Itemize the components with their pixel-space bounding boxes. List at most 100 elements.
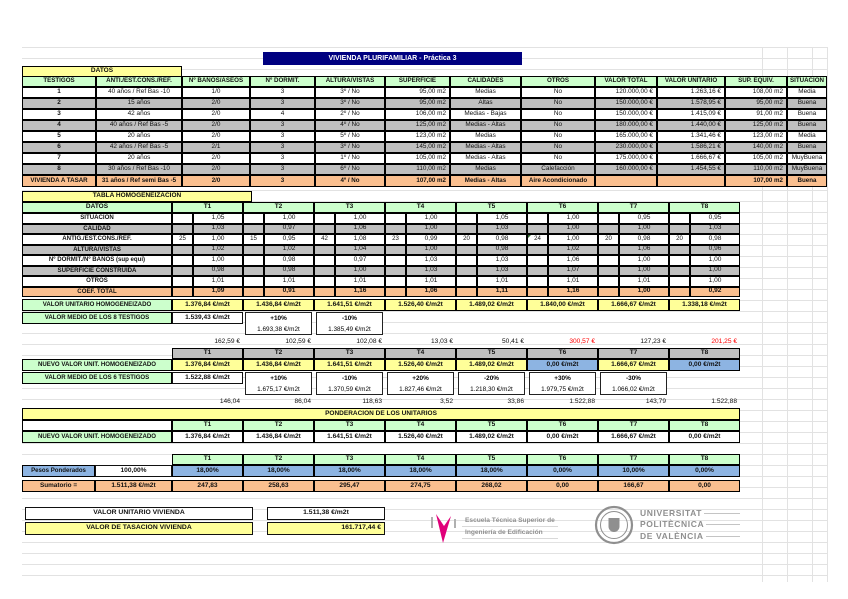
deviation-value[interactable]: 127,23 € bbox=[640, 337, 666, 345]
homog-coef-cell[interactable]: 1,01 bbox=[619, 276, 669, 287]
testigo-cell[interactable]: Medias bbox=[450, 131, 521, 142]
sumatorio-label[interactable]: Sumatorio = bbox=[22, 480, 95, 492]
homog-coef-cell[interactable]: 1,00 bbox=[619, 286, 669, 297]
homog-coef-cell[interactable]: 0,98 bbox=[619, 234, 669, 245]
homog-coef-cell[interactable]: 1,04 bbox=[335, 244, 385, 255]
t-header-cell[interactable]: T8 bbox=[669, 202, 740, 213]
homog-coef-cell[interactable]: 1,03 bbox=[477, 223, 527, 234]
homog-coef-cell[interactable]: 1,00 bbox=[690, 255, 740, 266]
deviation-value[interactable]: 102,59 € bbox=[285, 337, 311, 345]
homog-coef-cell[interactable]: 0,98 bbox=[193, 265, 243, 276]
testigo-cell[interactable]: No bbox=[521, 142, 595, 153]
testigo-cell[interactable]: 91,00 m2 bbox=[725, 109, 787, 120]
homog-age-cell[interactable] bbox=[598, 276, 619, 287]
homog-age-cell[interactable] bbox=[669, 286, 690, 297]
homog-age-cell[interactable] bbox=[669, 213, 690, 224]
ponderacion-nuevo-label[interactable]: NUEVO VALOR UNIT. HOMOGENEIZADO bbox=[22, 431, 172, 443]
t-header-cell[interactable]: T5 bbox=[456, 454, 527, 465]
top-header-cell[interactable]: Nº DORMIT. bbox=[250, 76, 315, 87]
homog-age-cell[interactable] bbox=[456, 244, 477, 255]
testigo-cell[interactable]: 40 años / Ref Bas -5 bbox=[96, 120, 182, 131]
testigo-cell[interactable]: 106,00 m2 bbox=[385, 109, 450, 120]
vivienda-a-tasar-cell[interactable]: VIVIENDA A TASAR bbox=[22, 175, 96, 187]
nuevo-valor-homogeneizado-cell[interactable]: 1.666,67 €/m2t bbox=[598, 359, 669, 371]
t-header-cell[interactable]: T2 bbox=[243, 454, 314, 465]
vivienda-a-tasar-cell[interactable]: Buena bbox=[787, 175, 827, 187]
peso-cell[interactable]: 10,00% bbox=[598, 465, 669, 477]
homog-age-cell[interactable]: 25 bbox=[172, 234, 193, 245]
homog-coef-cell[interactable]: 0,95 bbox=[264, 234, 314, 245]
limit-box[interactable]: +20% 1.827,46 €/m2t bbox=[387, 372, 454, 395]
testigo-cell[interactable]: Buena bbox=[787, 109, 827, 120]
t-header-cell[interactable]: T3 bbox=[314, 454, 385, 465]
homog-coef-cell[interactable]: 1,00 bbox=[406, 213, 456, 224]
t-header-cell[interactable]: T7 bbox=[598, 348, 669, 359]
homog-age-cell[interactable] bbox=[385, 223, 406, 234]
testigo-cell[interactable]: 2º / No bbox=[315, 109, 385, 120]
homog-coef-cell[interactable]: 1,00 bbox=[548, 213, 598, 224]
ponderacion-valor-cell[interactable]: 1.489,02 €/m2t bbox=[456, 431, 527, 443]
testigo-cell[interactable]: 2/0 bbox=[182, 153, 250, 164]
limit-box[interactable]: -30% 1.066,02 €/m2t bbox=[600, 372, 667, 395]
nuevo-valor-homogeneizado-cell[interactable]: 1.436,84 €/m2t bbox=[243, 359, 314, 371]
homog-coef-cell[interactable]: 1,06 bbox=[619, 244, 669, 255]
empty-cell[interactable] bbox=[22, 420, 172, 431]
homog-age-cell[interactable] bbox=[669, 265, 690, 276]
homog-row-label[interactable]: COEF. TOTAL bbox=[22, 286, 172, 297]
homog-age-cell[interactable] bbox=[527, 265, 548, 276]
top-header-cell[interactable]: SITUACIÓN bbox=[787, 76, 827, 87]
homog-age-cell[interactable] bbox=[172, 223, 193, 234]
sumatorio-cell[interactable]: 295,47 bbox=[314, 480, 385, 492]
homog-age-cell[interactable] bbox=[669, 255, 690, 266]
deviation-value[interactable]: 146,04 bbox=[219, 397, 240, 405]
vivienda-a-tasar-cell[interactable]: 107,00 m2 bbox=[725, 175, 787, 187]
homog-age-cell[interactable]: 20 bbox=[669, 234, 690, 245]
testigo-cell[interactable]: 2/0 bbox=[182, 109, 250, 120]
sheet-title[interactable]: VIVIENDA PLURIFAMILIAR - Práctica 3 bbox=[263, 52, 522, 65]
sumatorio-cell[interactable]: 274,75 bbox=[385, 480, 456, 492]
homog-datos-header[interactable]: DATOS bbox=[22, 202, 172, 213]
homog-age-cell[interactable] bbox=[669, 223, 690, 234]
t-header-cell[interactable]: T7 bbox=[598, 202, 669, 213]
homog-age-cell[interactable] bbox=[385, 286, 406, 297]
homog-coef-cell[interactable]: 1,09 bbox=[193, 286, 243, 297]
testigo-cell[interactable]: 3 bbox=[250, 120, 315, 131]
homog-age-cell[interactable] bbox=[172, 286, 193, 297]
t-header-cell[interactable]: T6 bbox=[527, 202, 598, 213]
homog-coef-cell[interactable]: 1,01 bbox=[477, 276, 527, 287]
testigo-cell[interactable]: 2/1 bbox=[182, 142, 250, 153]
testigo-cell[interactable]: 7 bbox=[22, 153, 96, 164]
sumatorio-cell[interactable]: 258,63 bbox=[243, 480, 314, 492]
t-header-cell[interactable]: T7 bbox=[598, 420, 669, 431]
testigo-cell[interactable]: 5º / No bbox=[315, 131, 385, 142]
homog-age-cell[interactable] bbox=[314, 276, 335, 287]
t-header-cell[interactable]: T6 bbox=[527, 420, 598, 431]
testigo-cell[interactable]: 95,00 m2 bbox=[385, 87, 450, 98]
nuevo-valor-homogeneizado-cell[interactable]: 0,00 €/m2t bbox=[669, 359, 740, 371]
homog-coef-cell[interactable]: 0,97 bbox=[335, 255, 385, 266]
sumatorio-cell[interactable]: 268,02 bbox=[456, 480, 527, 492]
homog-coef-cell[interactable]: 1,00 bbox=[193, 255, 243, 266]
homog-coef-cell[interactable]: 1,08 bbox=[335, 234, 385, 245]
nuevo-valor-homogeneizado-cell[interactable]: 1.526,40 €/m2t bbox=[385, 359, 456, 371]
testigo-cell[interactable]: 3 bbox=[250, 87, 315, 98]
homog-coef-cell[interactable]: 0,95 bbox=[619, 213, 669, 224]
homog-coef-cell[interactable]: 1,01 bbox=[406, 276, 456, 287]
valor-unitario-vivienda-value[interactable]: 1.511,38 €/m2t bbox=[267, 507, 385, 520]
vivienda-a-tasar-cell[interactable]: Medias - Altas bbox=[450, 175, 521, 187]
top-header-cell[interactable]: OTROS bbox=[521, 76, 595, 87]
testigo-cell[interactable]: Medias - Altas bbox=[450, 142, 521, 153]
ponderacion-valor-cell[interactable]: 0,00 €/m2t bbox=[527, 431, 598, 443]
testigo-cell[interactable]: 3 bbox=[250, 153, 315, 164]
homog-coef-cell[interactable]: 1,01 bbox=[193, 276, 243, 287]
homog-coef-cell[interactable]: 1,00 bbox=[690, 276, 740, 287]
deviation-value[interactable]: 162,59 € bbox=[214, 337, 240, 345]
valor-homogeneizado-cell[interactable]: 1.666,67 €/m2t bbox=[598, 299, 669, 311]
deviation-value[interactable]: 1.522,88 bbox=[711, 397, 737, 405]
testigo-cell[interactable]: 4 bbox=[250, 109, 315, 120]
homog-coef-cell[interactable]: 1,02 bbox=[548, 244, 598, 255]
peso-cell[interactable]: 0,00% bbox=[527, 465, 598, 477]
homog-age-cell[interactable] bbox=[598, 223, 619, 234]
homog-age-cell[interactable] bbox=[598, 255, 619, 266]
homog-age-cell[interactable] bbox=[314, 213, 335, 224]
